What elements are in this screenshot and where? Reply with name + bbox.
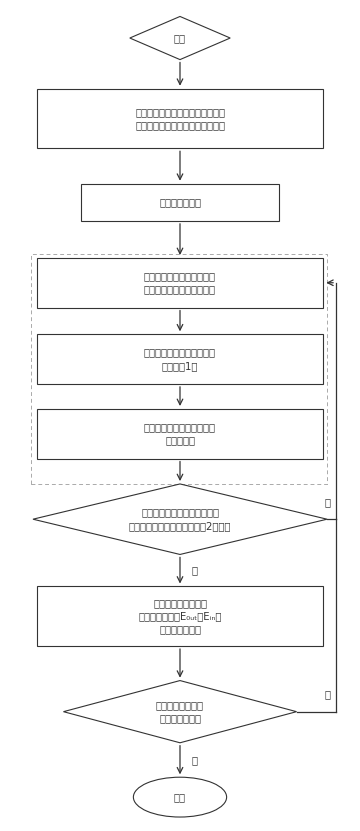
Text: 求取大小混响室内的
电场平均功率值E₀ᵤₜ和Eᵢₙ，
并计算屏蔽效能: 求取大小混响室内的 电场平均功率值E₀ᵤₜ和Eᵢₙ， 并计算屏蔽效能 — [138, 598, 222, 634]
Text: 是: 是 — [192, 565, 197, 575]
Text: 所需测试频点是否
全部测试完毕？: 所需测试频点是否 全部测试完毕？ — [156, 700, 204, 723]
Text: 否: 否 — [324, 689, 330, 699]
Text: 结束: 结束 — [174, 792, 186, 802]
FancyBboxPatch shape — [81, 184, 279, 221]
Text: 设置信号源频率并通过发射
天线向大混响室辐射电磁波: 设置信号源频率并通过发射 天线向大混响室辐射电磁波 — [144, 271, 216, 294]
Text: 制作嵌套混响室: 制作嵌套混响室 — [159, 197, 201, 207]
Ellipse shape — [134, 777, 226, 817]
FancyBboxPatch shape — [37, 89, 323, 149]
Bar — [31, 253, 327, 484]
Text: 一周期内大、小混响室内搅拌
器是否转动够设置次数（至少2次）？: 一周期内大、小混响室内搅拌 器是否转动够设置次数（至少2次）？ — [129, 508, 231, 531]
Polygon shape — [63, 681, 297, 743]
Text: 是: 是 — [192, 755, 197, 765]
Polygon shape — [130, 17, 230, 60]
Text: 开始: 开始 — [174, 33, 186, 43]
FancyBboxPatch shape — [37, 587, 323, 647]
FancyBboxPatch shape — [37, 334, 323, 384]
Polygon shape — [33, 484, 327, 554]
FancyBboxPatch shape — [37, 409, 323, 459]
Text: 否: 否 — [324, 497, 330, 507]
Text: 记录大、小混响室内测得的
电场功率值: 记录大、小混响室内测得的 电场功率值 — [144, 422, 216, 445]
Text: 利用非导电杆和被测织物电磁屏蔽
材料构建一个小型机械搅拌混响室: 利用非导电杆和被测织物电磁屏蔽 材料构建一个小型机械搅拌混响室 — [135, 107, 225, 130]
Text: 大、小混响室内搅拌器分别
步进转动1次: 大、小混响室内搅拌器分别 步进转动1次 — [144, 347, 216, 371]
FancyBboxPatch shape — [37, 258, 323, 307]
